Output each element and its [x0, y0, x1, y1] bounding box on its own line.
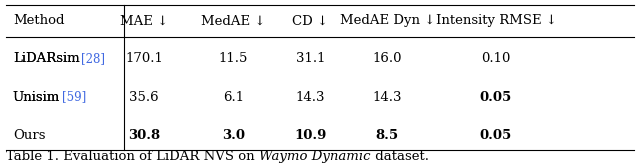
Text: Method: Method: [13, 14, 64, 27]
Text: [59]: [59]: [62, 91, 86, 104]
Text: CD ↓: CD ↓: [292, 14, 328, 27]
Text: 14.3: 14.3: [372, 91, 402, 104]
Text: 31.1: 31.1: [296, 52, 325, 65]
Text: MAE ↓: MAE ↓: [120, 14, 168, 27]
Text: 10.9: 10.9: [294, 129, 326, 142]
Text: 0.05: 0.05: [480, 129, 512, 142]
Text: MedAE Dyn ↓: MedAE Dyn ↓: [339, 14, 435, 27]
Text: dataset.: dataset.: [371, 150, 429, 163]
Text: LiDARsim: LiDARsim: [13, 52, 79, 65]
Text: Unisim: Unisim: [13, 91, 60, 104]
Text: Intensity RMSE ↓: Intensity RMSE ↓: [435, 14, 557, 27]
Text: MedAE ↓: MedAE ↓: [202, 14, 266, 27]
Text: 6.1: 6.1: [223, 91, 244, 104]
Text: Table 1. Evaluation of LiDAR NVS on: Table 1. Evaluation of LiDAR NVS on: [6, 150, 259, 163]
Text: 0.10: 0.10: [481, 52, 511, 65]
Text: 30.8: 30.8: [128, 129, 160, 142]
Text: 11.5: 11.5: [219, 52, 248, 65]
Text: 8.5: 8.5: [376, 129, 399, 142]
Text: 3.0: 3.0: [222, 129, 245, 142]
Text: [28]: [28]: [81, 52, 106, 65]
Text: 170.1: 170.1: [125, 52, 163, 65]
Text: Ours: Ours: [13, 129, 45, 142]
Text: Waymo Dynamic: Waymo Dynamic: [259, 150, 371, 163]
Text: 16.0: 16.0: [372, 52, 402, 65]
Text: 14.3: 14.3: [296, 91, 325, 104]
Text: Unisim: Unisim: [13, 91, 60, 104]
Text: 0.05: 0.05: [480, 91, 512, 104]
Text: LiDARsim: LiDARsim: [13, 52, 79, 65]
Text: 35.6: 35.6: [129, 91, 159, 104]
